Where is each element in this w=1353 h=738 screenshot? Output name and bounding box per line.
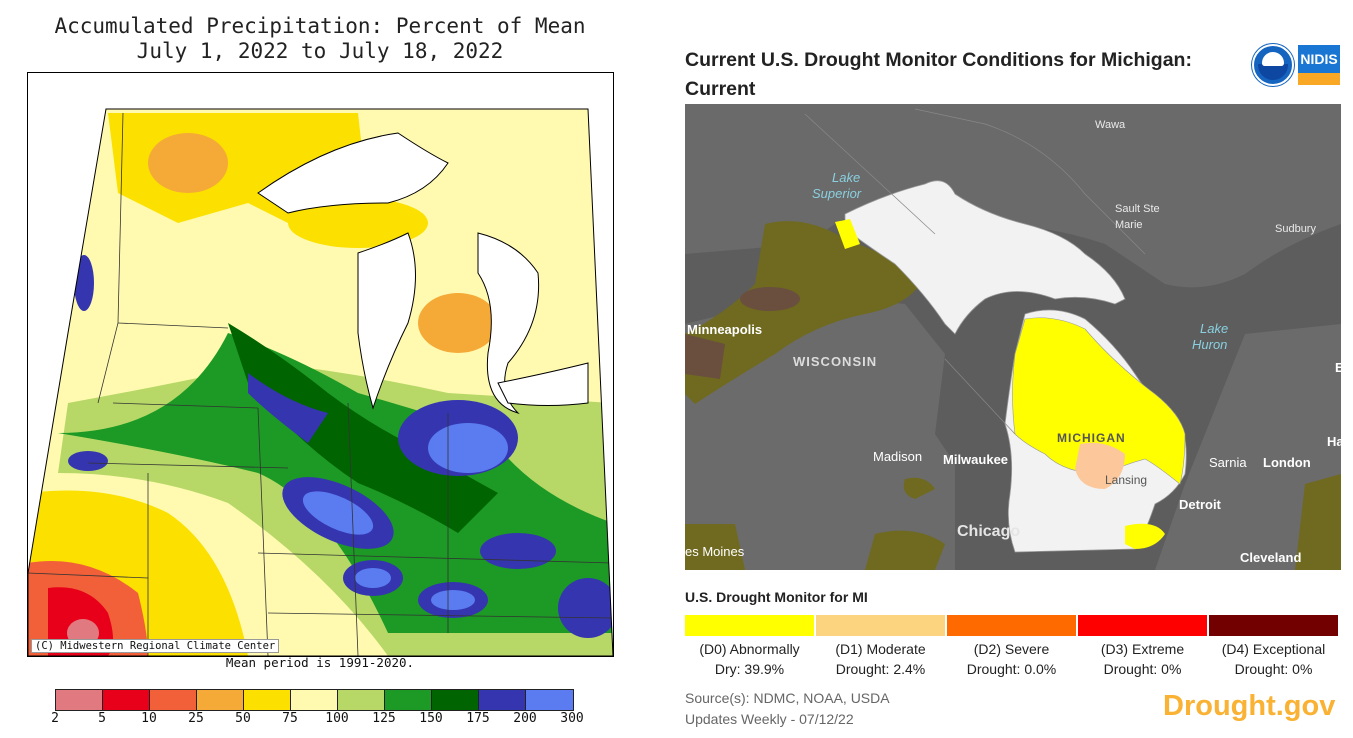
map-label-wawa: Wawa — [1095, 119, 1126, 131]
legend-item-d4: (D4) Exceptional Drought: 0% — [1209, 615, 1338, 679]
map-label-sarnia: Sarnia — [1209, 455, 1247, 470]
scale-swatch — [526, 690, 573, 710]
scale-tick: 25 — [188, 711, 204, 726]
legend-d3-line2: Drought: 0% — [1103, 661, 1182, 677]
scale-swatch — [197, 690, 244, 710]
scale-tick: 2 — [51, 711, 59, 726]
scale-tick: 100 — [325, 711, 349, 726]
legend-d1-line1: (D1) Moderate — [835, 641, 926, 657]
map-label-michigan: MICHIGAN — [1057, 431, 1126, 445]
scale-tick: 300 — [560, 711, 584, 726]
map-label-sault-2: Marie — [1115, 219, 1143, 231]
scale-tick: 75 — [282, 711, 298, 726]
legend-item-d0: (D0) Abnormally Dry: 39.9% — [685, 615, 814, 679]
map-label-sudbury: Sudbury — [1275, 223, 1316, 235]
scale-swatch — [244, 690, 291, 710]
noaa-logo-icon[interactable] — [1252, 44, 1294, 86]
scale-tick: 125 — [372, 711, 396, 726]
map-label-madison: Madison — [873, 449, 922, 464]
scale-tick: 150 — [419, 711, 443, 726]
nidis-logo-icon[interactable]: NIDIS — [1298, 45, 1340, 85]
precip-map-graphic — [28, 108, 613, 656]
drought-gov-logo[interactable]: Drought.gov — [1163, 690, 1336, 722]
map-label-lake-superior-1: Lake — [832, 170, 860, 185]
scale-swatch — [338, 690, 385, 710]
scale-tick: 175 — [466, 711, 490, 726]
scale-swatch — [103, 690, 150, 710]
legend-d2-line2: Drought: 0.0% — [966, 661, 1057, 677]
map-label-milwaukee: Milwaukee — [943, 452, 1008, 467]
legend-item-d3: (D3) Extreme Drought: 0% — [1078, 615, 1207, 679]
precip-mean-period: Mean period is 1991-2020. — [225, 655, 415, 670]
legend-item-d1: (D1) Moderate Drought: 2.4% — [816, 615, 945, 679]
precip-panel: Accumulated Precipitation: Percent of Me… — [0, 0, 640, 738]
legend-d2-line1: (D2) Severe — [973, 641, 1050, 657]
update-line: Updates Weekly - 07/12/22 — [685, 711, 854, 727]
source-line: Source(s): NDMC, NOAA, USDA — [685, 690, 890, 706]
scale-tick: 200 — [513, 711, 537, 726]
logos: NIDIS — [1252, 44, 1340, 86]
precip-title-line2: July 1, 2022 to July 18, 2022 — [136, 39, 504, 63]
scale-swatch — [291, 690, 338, 710]
legend-swatch-d4 — [1209, 615, 1338, 636]
map-label-edge-e: E — [1335, 360, 1341, 375]
legend-d0-line1: (D0) Abnormally — [699, 641, 800, 657]
scale-tick: 50 — [235, 711, 251, 726]
legend-d0-line2: Dry: 39.9% — [714, 661, 785, 677]
map-label-detroit: Detroit — [1179, 497, 1222, 512]
scale-swatch — [56, 690, 103, 710]
map-label-minneapolis: Minneapolis — [687, 322, 762, 337]
legend-swatch-d0 — [685, 615, 814, 636]
precip-color-scale — [55, 689, 574, 711]
legend-swatch-d2 — [947, 615, 1076, 636]
legend-d4-line2: Drought: 0% — [1234, 661, 1313, 677]
legend-swatch-d1 — [816, 615, 945, 636]
map-label-cleveland: Cleveland — [1240, 550, 1301, 565]
drought-panel: Current U.S. Drought Monitor Conditions … — [684, 0, 1353, 738]
scale-swatch — [150, 690, 197, 710]
scale-swatch — [432, 690, 479, 710]
drought-legend: (D0) Abnormally Dry: 39.9% (D1) Moderate D… — [685, 615, 1338, 679]
precip-scale-ticks: 2 5 10 25 50 75 100 125 150 175 200 300 — [0, 711, 640, 731]
map-label-lansing: Lansing — [1105, 473, 1147, 487]
map-label-london: London — [1263, 455, 1311, 470]
legend-swatch-d3 — [1078, 615, 1207, 636]
drought-map[interactable]: Wawa Sault Ste Marie Sudbury Lake Superi… — [685, 104, 1341, 570]
precip-map — [27, 72, 614, 657]
precip-title-line1: Accumulated Precipitation: Percent of Me… — [54, 14, 586, 38]
map-label-des-moines: es Moines — [685, 544, 745, 559]
map-label-lake-superior-2: Superior — [812, 186, 862, 201]
precip-credit: (C) Midwestern Regional Climate Center — [31, 639, 280, 653]
legend-d3-line1: (D3) Extreme — [1100, 641, 1185, 657]
legend-d1-line2: Drought: 2.4% — [835, 661, 926, 677]
map-label-sault-1: Sault Ste — [1115, 203, 1160, 215]
legend-title: U.S. Drought Monitor for MI — [685, 589, 868, 605]
scale-swatch — [385, 690, 432, 710]
drought-title: Current U.S. Drought Monitor Conditions … — [685, 49, 1192, 100]
map-label-lake-huron-1: Lake — [1200, 321, 1228, 336]
map-label-chicago: Chicago — [957, 523, 1020, 540]
map-label-wisconsin: WISCONSIN — [793, 354, 877, 369]
scale-swatch — [479, 690, 526, 710]
source-info: Source(s): NDMC, NOAA, USDA Updates Week… — [685, 688, 890, 730]
drought-map-graphic: Wawa Sault Ste Marie Sudbury Lake Superi… — [685, 104, 1341, 570]
legend-d4-line1: (D4) Exceptional — [1221, 641, 1326, 657]
scale-tick: 10 — [141, 711, 157, 726]
scale-tick: 5 — [98, 711, 106, 726]
map-label-lake-huron-2: Huron — [1192, 337, 1227, 352]
legend-item-d2: (D2) Severe Drought: 0.0% — [947, 615, 1076, 679]
map-label-ha: Ha — [1327, 434, 1341, 449]
